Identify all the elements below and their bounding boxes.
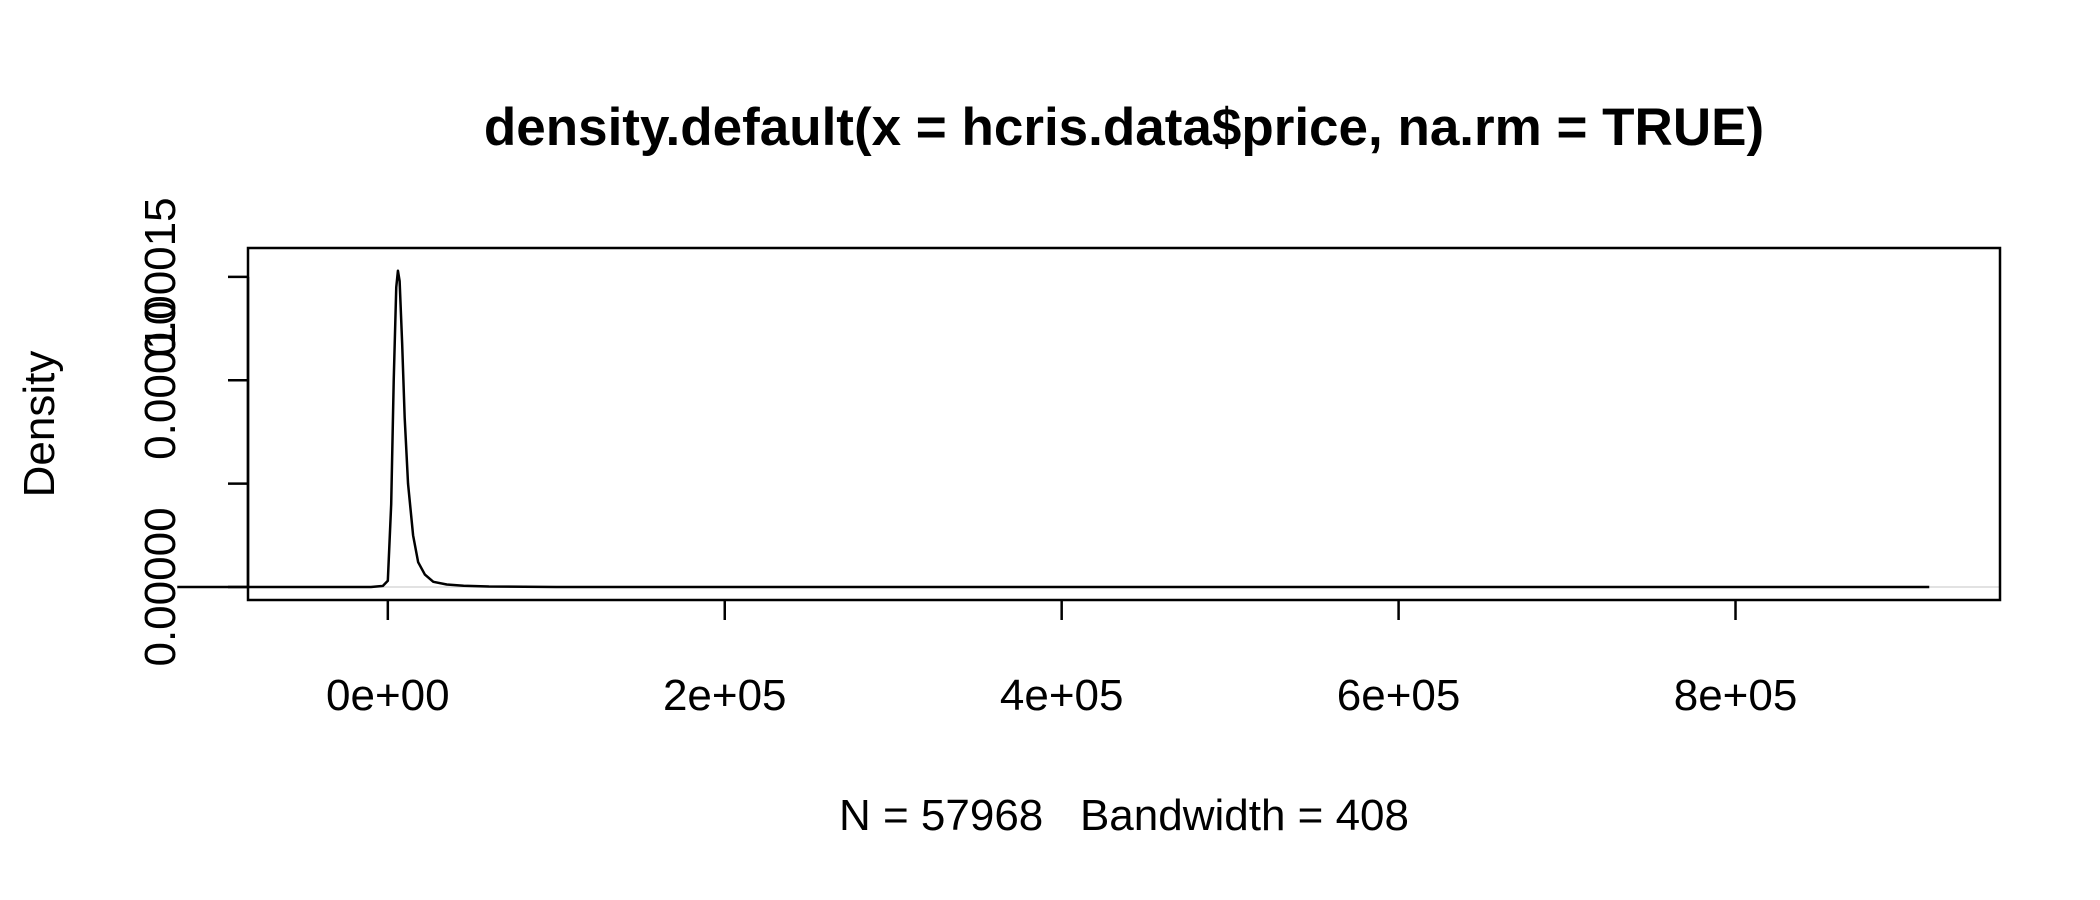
density-curve: [177, 269, 1930, 589]
y-tick-label: 0.00000: [136, 507, 185, 666]
plot-frame: [246, 246, 2002, 602]
x-tick-label: 6e+05: [1337, 671, 1461, 720]
x-axis-label: N = 57968 Bandwidth = 408: [839, 791, 1409, 840]
x-tick-label: 2e+05: [663, 671, 787, 720]
chart-title: density.default(x = hcris.data$price, na…: [484, 98, 1764, 157]
x-tick-label: 4e+05: [1000, 671, 1124, 720]
x-axis: 0e+00 2e+05 4e+05 6e+05 8e+05: [326, 600, 1797, 720]
y-axis-label: Density: [15, 351, 64, 498]
y-tick-label: 0.00015: [136, 197, 185, 356]
y-tick-label: 0.00010: [136, 301, 185, 460]
x-tick-label: 8e+05: [1674, 671, 1798, 720]
x-tick-label: 0e+00: [326, 671, 450, 720]
